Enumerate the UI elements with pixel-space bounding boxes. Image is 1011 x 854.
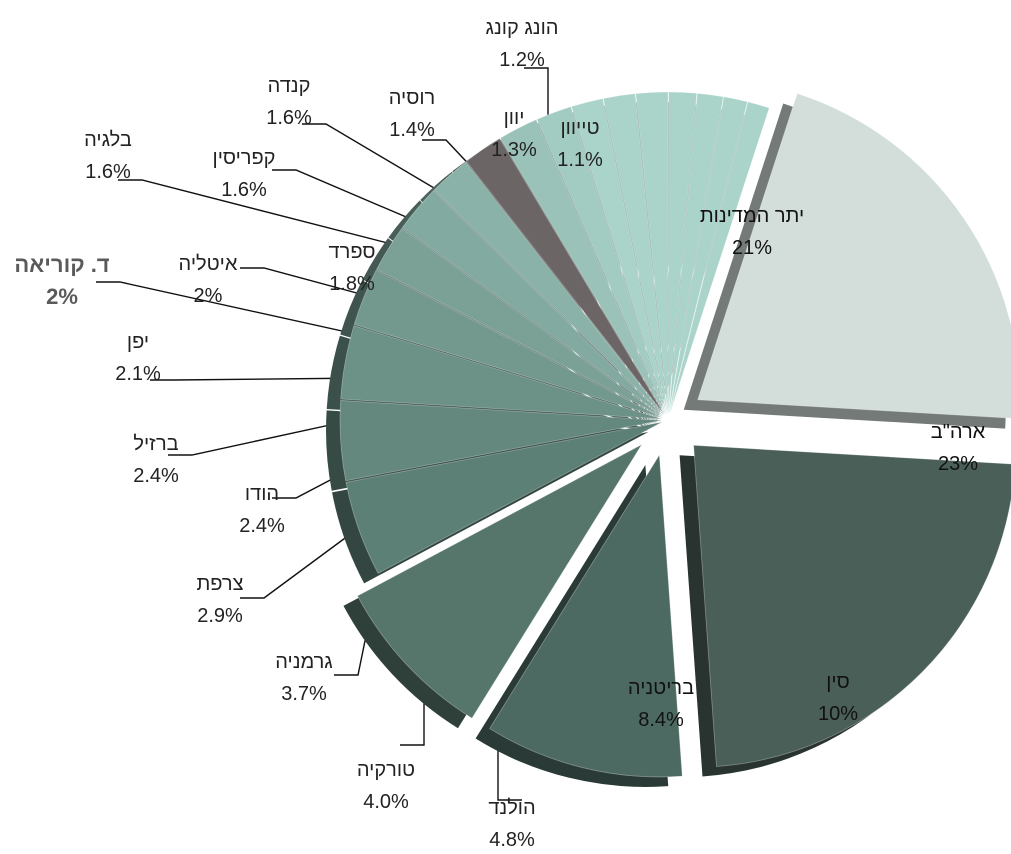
slice-16-name-label: קנדה: [268, 75, 311, 97]
slice-1-wedge: [693, 444, 1011, 767]
slice-13-value-label: 1.8%: [329, 273, 375, 295]
slice-13-name-label: ספרד: [329, 241, 376, 263]
slice-15-name-label: קפריסין: [213, 147, 276, 169]
slice-10-value-label: 2.1%: [115, 363, 161, 385]
slice-7-value-label: 2.9%: [197, 605, 243, 627]
slice-8-value-label: 2.4%: [239, 515, 285, 537]
slice-17-wedge: [667, 91, 698, 415]
slice-18-wedge: [668, 92, 724, 415]
slice-17-name-label: רוסיה: [389, 87, 435, 109]
slice-12-name-label: איטליה: [179, 253, 238, 275]
slice-6-name-label: גרמניה: [275, 651, 333, 673]
slice-10-wedge: [433, 161, 665, 416]
slice-18-value-label: 1.3%: [491, 139, 537, 161]
slice-3-wedge: [356, 443, 643, 719]
slice-11-name-label: ד. קוריאה: [14, 252, 109, 277]
slice-14-wedge: [570, 98, 667, 415]
slice-7-wedge: [353, 269, 663, 419]
slice-1-value-label: 23%: [938, 453, 978, 475]
slice-6-value-label: 3.7%: [281, 683, 327, 705]
slice-labels: יתר המדינות 21% ארה"ב 23% סין 10% בריטניה 8.4% ה…: [14, 17, 985, 851]
slice-9-wedge: [401, 189, 664, 417]
slice-8-name-label: הודו: [245, 483, 279, 505]
slice-2-name-label: סין: [826, 671, 850, 693]
slice-18-name-label: יוון: [504, 107, 525, 129]
slice-19-name-label: הונג קונג: [486, 17, 559, 39]
slice-0-value-label: 21%: [732, 237, 772, 259]
slice-11-value-label: 2%: [46, 284, 78, 309]
slice-17-value-label: 1.4%: [389, 119, 435, 141]
slice-9-value-label: 2.4%: [133, 465, 179, 487]
slice-4-leader-line: [497, 733, 522, 801]
slice-5-wedge: [339, 399, 663, 482]
slice-16-value-label: 1.6%: [266, 107, 312, 129]
slice-11-leader-line: [96, 281, 393, 343]
slice-5-name-label: טורקיה: [357, 759, 415, 781]
slice-4-value-label: 4.8%: [489, 829, 535, 851]
slice-20-wedge: [669, 101, 770, 415]
slice-11-wedge: [465, 137, 665, 416]
slice-14-name-label: בלגיה: [84, 129, 132, 151]
slice-2-value-label: 10%: [818, 703, 858, 725]
slice-8-wedge: [376, 227, 664, 418]
slice-5-value-label: 4.0%: [363, 791, 409, 813]
slice-15-value-label: 1.6%: [221, 179, 267, 201]
slice-20-name-label: טייוון: [560, 117, 599, 139]
slice-10-name-label: יפן: [127, 331, 149, 353]
slice-9-leader-line: [168, 417, 363, 456]
slice-4-name-label: הולנד: [488, 797, 535, 819]
slice-0-wedge: [697, 92, 1011, 419]
slice-3-name-label: בריטניה: [628, 677, 694, 699]
slice-13-wedge: [536, 106, 667, 415]
slice-12-value-label: 2%: [194, 285, 223, 307]
slice-3-value-label: 8.4%: [638, 709, 684, 731]
slice-9-name-label: ברזיל: [133, 433, 178, 455]
slice-6-wedge: [340, 325, 663, 420]
slice-14-value-label: 1.6%: [85, 161, 131, 183]
slice-2-wedge: [489, 453, 683, 778]
slice-top-layer: [339, 91, 1011, 778]
slice-19-value-label: 1.2%: [499, 49, 545, 71]
slice-19-wedge: [668, 96, 748, 415]
slice-12-wedge: [499, 119, 666, 415]
slice-14-leader-line: [118, 179, 447, 259]
slice-0-name-label: יתר המדינות: [700, 205, 804, 227]
slice-7-name-label: צרפת: [196, 573, 243, 595]
slice-4-wedge: [345, 421, 663, 574]
slice-16-wedge: [635, 91, 669, 415]
slice-20-value-label: 1.1%: [557, 149, 603, 171]
slice-7-leader-line: [240, 526, 361, 599]
slice-10-leader-line: [150, 377, 369, 381]
slice-15-wedge: [602, 93, 668, 415]
slice-1-name-label: ארה"ב: [931, 421, 986, 443]
